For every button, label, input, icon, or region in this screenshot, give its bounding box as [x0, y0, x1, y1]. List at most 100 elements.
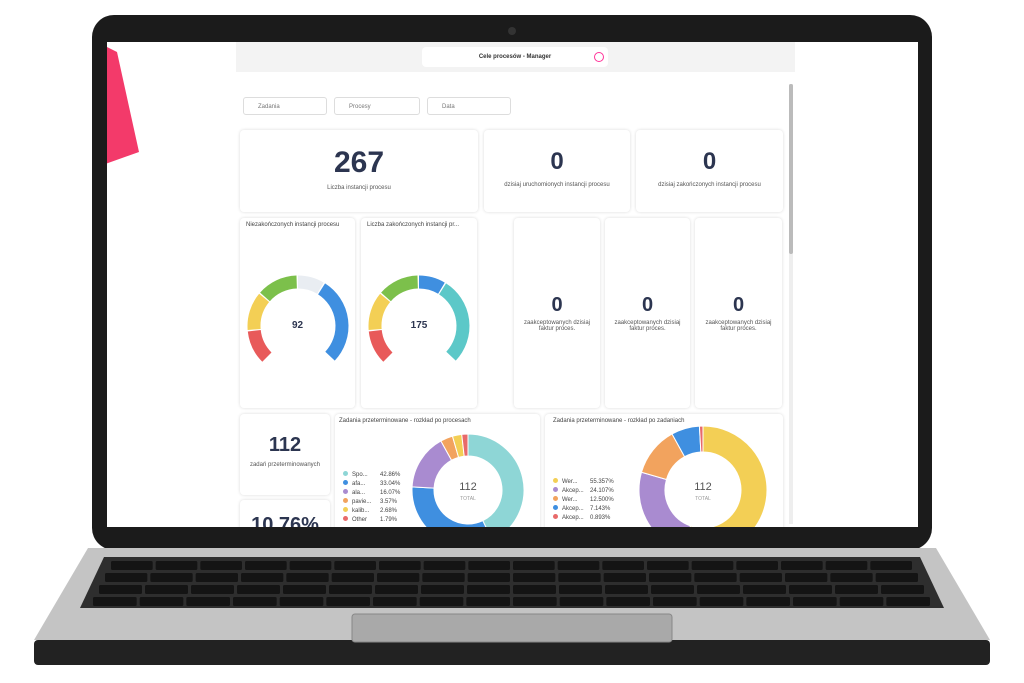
key	[467, 585, 510, 594]
legend-value: 16.07%	[380, 490, 401, 496]
gauge-band	[368, 329, 393, 362]
key	[825, 561, 868, 570]
kpi-card: 0 zaakceptowanych dzisiaj faktur proces.	[514, 218, 600, 408]
gauge-title: Niezakończonych instancji procesu	[246, 222, 340, 228]
gauge-band	[381, 275, 419, 302]
key	[691, 561, 734, 570]
legend-value: 0.893%	[590, 515, 611, 521]
kpi-value: 0	[702, 148, 717, 175]
donut-chart: 112 TOTAL	[411, 433, 525, 527]
key	[651, 585, 694, 594]
key	[653, 597, 697, 606]
key	[699, 597, 744, 606]
kpi-card: 0 zaakceptowanych dzisiaj faktur proces.	[695, 218, 782, 408]
legend-value: 55.357%	[590, 479, 614, 485]
key	[468, 561, 510, 570]
legend-item: kalib... 2.68%	[343, 507, 397, 514]
kpi-value: 0	[641, 294, 654, 316]
key	[606, 597, 650, 606]
key	[558, 573, 601, 582]
legend-value: 42.86%	[380, 472, 401, 478]
key	[195, 573, 238, 582]
legend-value: 12.500%	[590, 497, 614, 503]
key	[513, 597, 557, 606]
key	[513, 561, 555, 570]
legend-dot	[343, 489, 348, 494]
key	[373, 597, 417, 606]
key	[739, 573, 782, 582]
gauge-title: Liczba zakończonych instancji pr...	[367, 222, 460, 228]
key	[329, 585, 372, 594]
key	[830, 573, 873, 582]
key	[155, 561, 198, 570]
gauge-band	[247, 329, 272, 362]
legend-name: Akcep...	[562, 515, 584, 521]
donut-chart: 112 TOTAL	[638, 425, 768, 527]
gauge-band	[418, 275, 445, 294]
legend-name: afa...	[352, 481, 366, 487]
kpi-card: 0 dzisiaj uruchomionych instancji procesu	[484, 130, 630, 212]
kpi-value: 267	[333, 146, 385, 179]
close-icon[interactable]	[594, 52, 604, 62]
key	[513, 573, 556, 582]
kpi-card: 267 Liczba instancji procesu	[240, 130, 478, 212]
legend-value: 7.143%	[590, 506, 611, 512]
donut-slice	[467, 433, 525, 527]
key	[99, 585, 142, 594]
legend-item: Wer... 12.500%	[553, 496, 614, 503]
key	[422, 573, 465, 582]
kpi-value: 0	[732, 294, 745, 316]
kpi-label: dzisiaj uruchomionych instancji procesu	[504, 182, 610, 188]
key	[886, 597, 930, 606]
base-edge	[34, 640, 990, 665]
donut-total-label: TOTAL	[460, 496, 476, 502]
gauge	[247, 275, 349, 362]
key	[557, 561, 600, 570]
key	[111, 561, 153, 570]
gauge-card: Liczba zakończonych instancji pr... 175	[361, 218, 477, 408]
gauge-band	[247, 293, 270, 330]
key	[746, 597, 790, 606]
key	[331, 573, 374, 582]
gauge-value: 92	[291, 320, 304, 331]
donut-slice	[638, 471, 692, 527]
key	[559, 597, 604, 606]
kpi-card: 0 zaakceptowanych dzisiaj faktur proces.	[605, 218, 690, 408]
legend-dot	[553, 514, 558, 519]
key	[736, 561, 778, 570]
key	[789, 585, 832, 594]
kpi-value: 112	[268, 434, 302, 456]
key	[466, 597, 510, 606]
key	[421, 585, 464, 594]
donut-title: Zadania przeterminowane - rozkład po zad…	[553, 418, 685, 424]
legend-item: pavie... 3.57%	[343, 498, 397, 505]
filter[interactable]: Procesy	[334, 97, 420, 115]
kpi-value: 0	[551, 294, 563, 316]
key	[603, 573, 646, 582]
legend-item: ala... 16.07%	[343, 489, 400, 496]
header-title[interactable]: Cele procesów - Manager	[422, 47, 608, 67]
kpi-label: zaakceptowanych dzisiaj faktur proces.	[614, 320, 681, 332]
legend-name: Other	[352, 517, 368, 523]
scrollbar[interactable]	[789, 84, 793, 524]
key	[559, 585, 602, 594]
key	[186, 597, 230, 606]
legend-item: Spo... 42.86%	[343, 471, 400, 478]
legend-value: 33.04%	[380, 481, 401, 487]
key	[602, 561, 644, 570]
kpi-label: zaakceptowanych dzisiaj faktur proces.	[705, 320, 772, 332]
key	[835, 585, 878, 594]
key	[839, 597, 884, 606]
key	[743, 585, 786, 594]
filter[interactable]: Data	[427, 97, 511, 115]
key	[781, 561, 823, 570]
key	[694, 573, 737, 582]
legend-value: 1.79%	[380, 517, 398, 523]
key	[145, 585, 188, 594]
legend-item: Akcep... 24.107%	[553, 487, 614, 494]
donut-card: Zadania przeterminowane - rozkład po zad…	[545, 414, 783, 527]
legend-item: Wer... 55.357%	[553, 478, 614, 485]
legend-name: ala...	[352, 490, 366, 496]
filter[interactable]: Zadania	[243, 97, 327, 115]
